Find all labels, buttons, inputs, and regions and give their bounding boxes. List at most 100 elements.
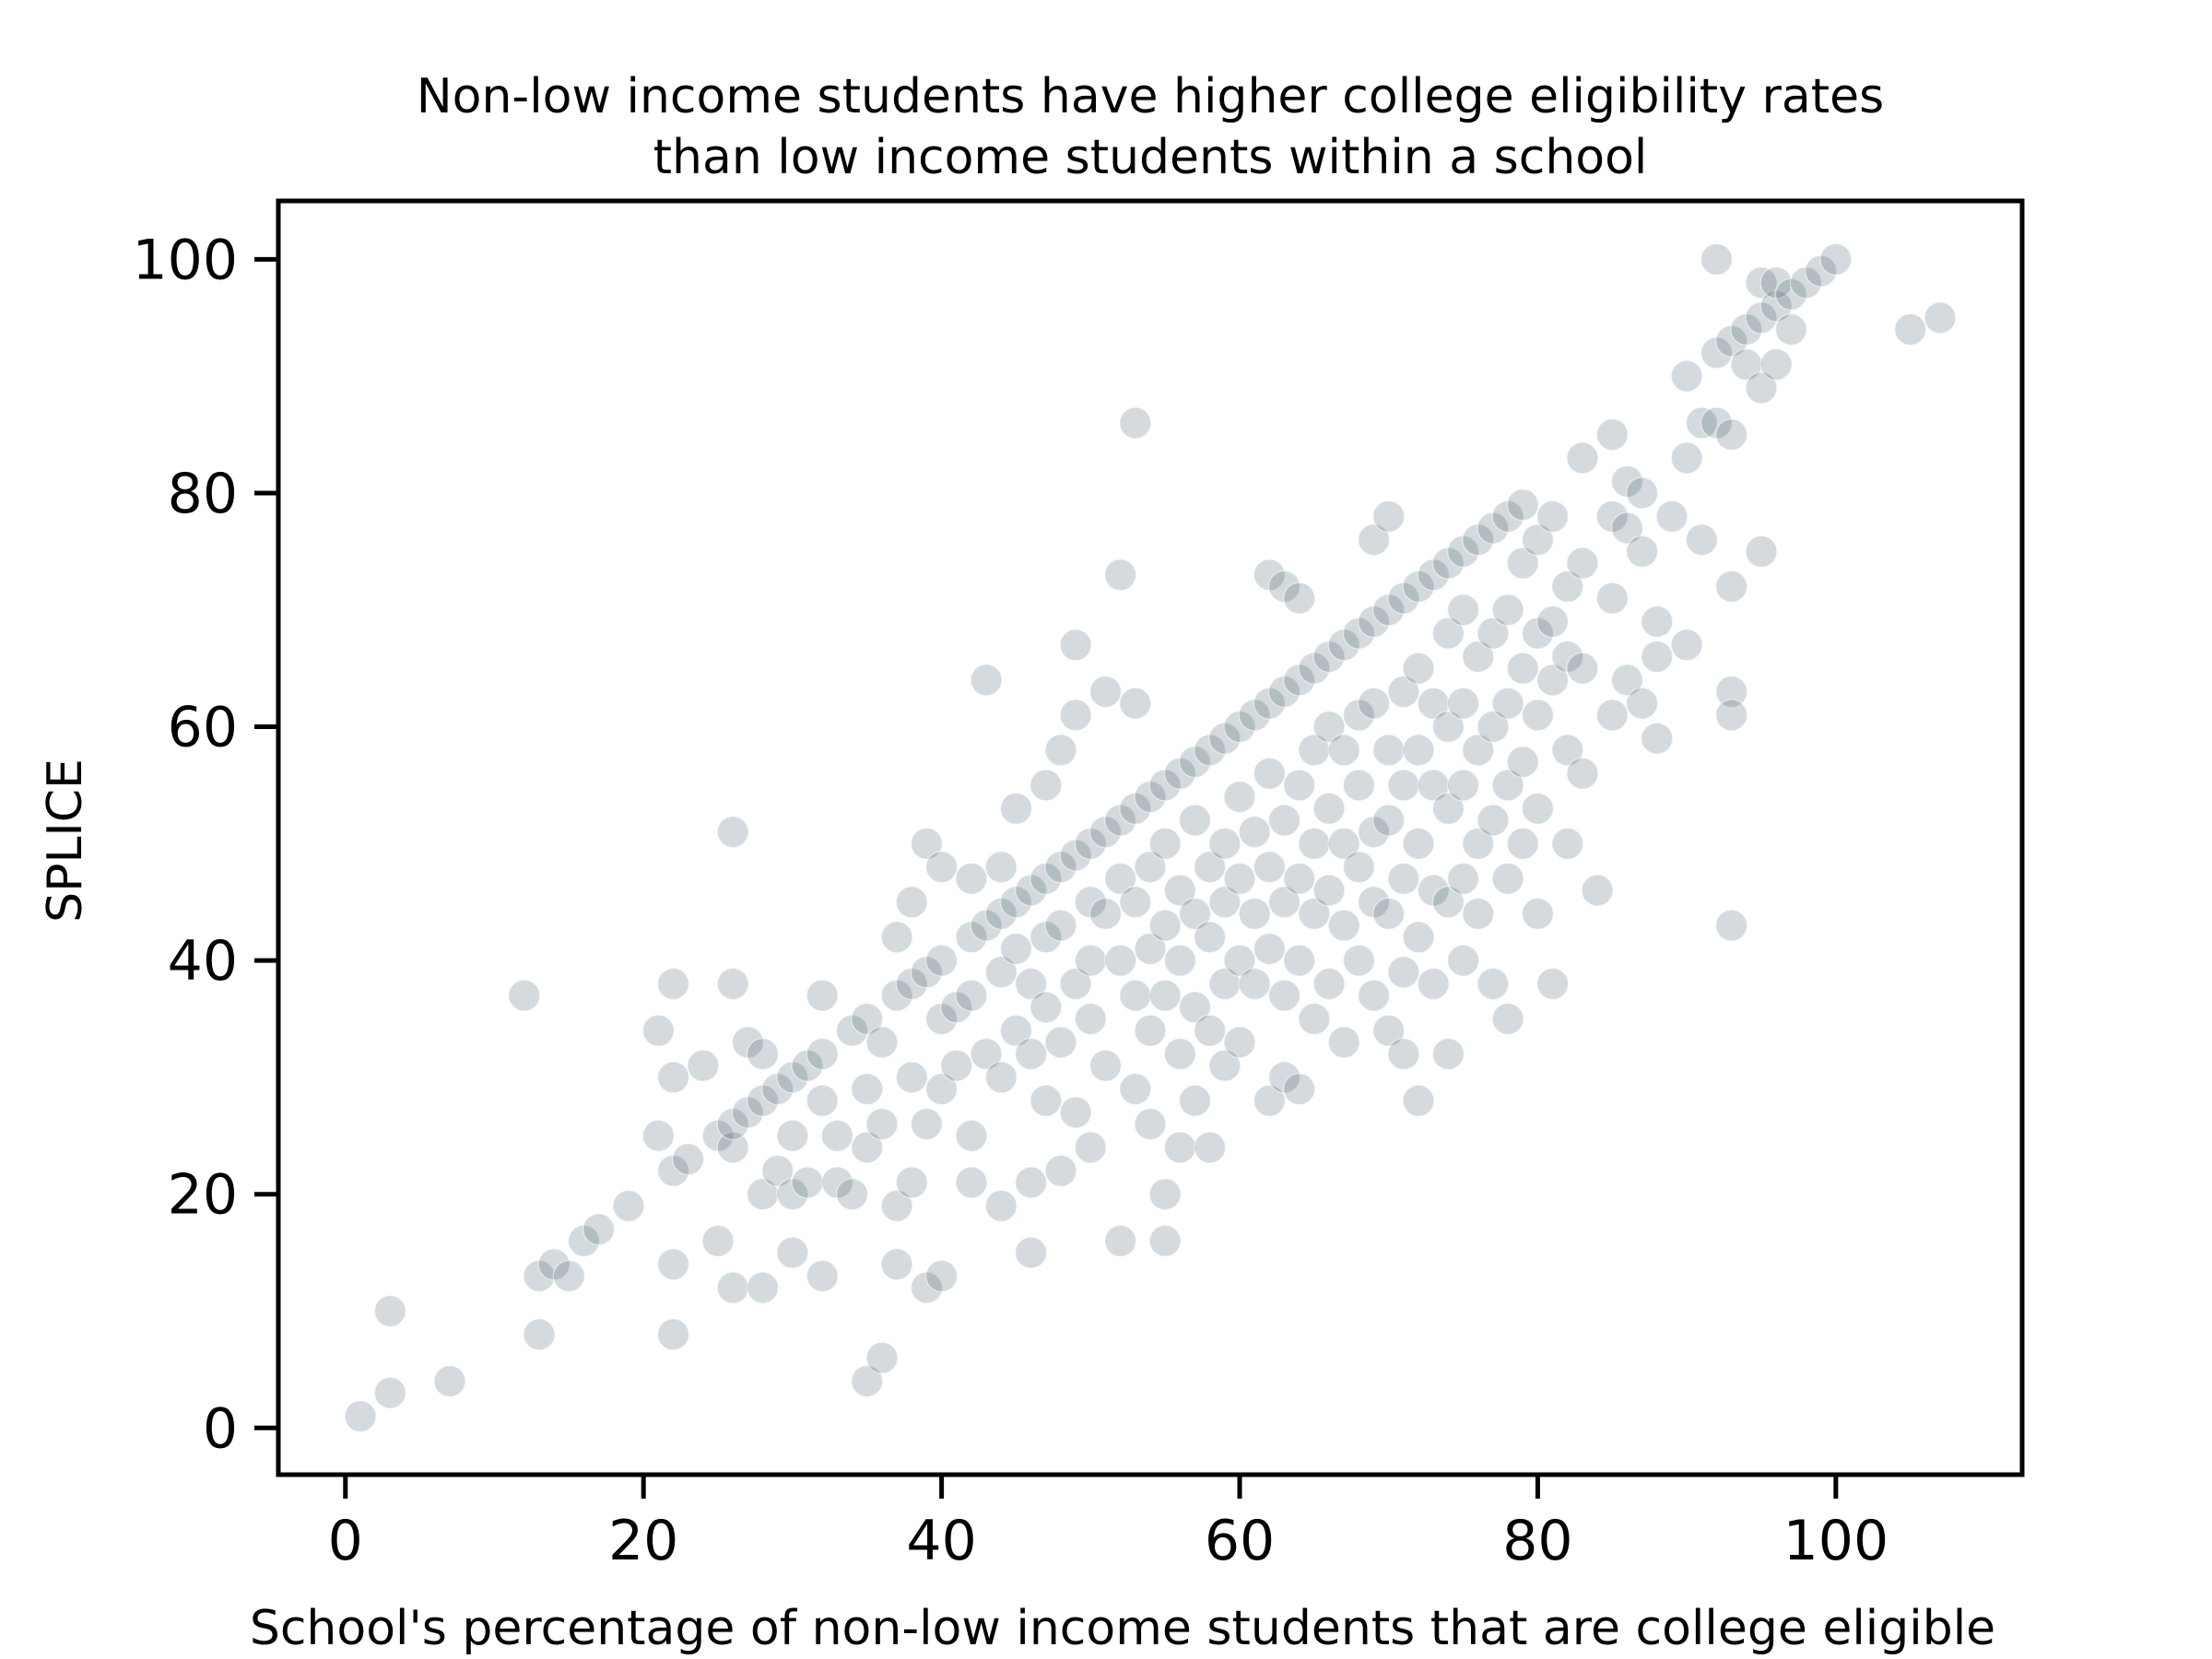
data-point-270	[1506, 652, 1540, 685]
data-point-92	[999, 792, 1033, 826]
data-point-95	[1014, 1037, 1048, 1071]
data-point-334	[1924, 301, 1957, 335]
data-point-291	[1595, 418, 1630, 452]
data-point-282	[1551, 570, 1584, 604]
data-point-178	[1253, 1084, 1287, 1118]
data-point-241	[1431, 617, 1465, 650]
data-point-236	[1417, 687, 1450, 720]
data-point-230	[1402, 652, 1435, 685]
data-point-25	[716, 1271, 749, 1304]
data-point-327	[1759, 347, 1793, 382]
y-tick-label-60: 60	[168, 696, 238, 760]
data-point-294	[1595, 699, 1630, 732]
data-point-152	[1178, 991, 1212, 1024]
data-point-148	[1163, 1131, 1197, 1164]
data-point-102	[1030, 769, 1063, 802]
data-point-146	[1163, 944, 1197, 977]
data-point-85	[984, 850, 1018, 884]
x-tick-label-40: 40	[906, 1509, 976, 1573]
x-tick-label-60: 60	[1205, 1509, 1275, 1573]
x-tick-label-0: 0	[328, 1509, 363, 1573]
data-point-243	[1431, 792, 1465, 826]
data-point-100	[1030, 991, 1063, 1024]
data-point-205	[1327, 1026, 1360, 1059]
data-point-284	[1551, 734, 1584, 767]
data-point-239	[1417, 967, 1450, 1001]
data-point-151	[1178, 897, 1212, 931]
chart-title-line-1: Non-low income students have higher coll…	[417, 69, 1884, 124]
data-point-198	[1312, 792, 1346, 826]
data-point-301	[1641, 605, 1674, 639]
data-point-293	[1595, 582, 1630, 615]
data-point-322	[1745, 266, 1778, 300]
data-point-231	[1402, 734, 1435, 767]
y-tick-label-20: 20	[168, 1163, 238, 1228]
data-point-82	[970, 1037, 1003, 1071]
data-point-276	[1521, 792, 1555, 826]
chart-title-line-2: than low income students within a school	[653, 130, 1648, 185]
data-point-126	[1103, 1224, 1137, 1258]
data-point-195	[1298, 1002, 1331, 1036]
data-point-156	[1193, 921, 1227, 954]
data-point-73	[924, 1259, 959, 1293]
data-point-4	[508, 979, 541, 1012]
data-point-244	[1431, 885, 1465, 919]
data-point-160	[1208, 827, 1241, 861]
data-point-12	[641, 1119, 676, 1153]
data-point-300	[1625, 687, 1659, 720]
data-point-253	[1462, 640, 1495, 674]
data-point-155	[1193, 850, 1227, 884]
data-point-104	[1044, 734, 1077, 767]
data-point-281	[1535, 967, 1570, 1001]
data-point-91	[999, 1014, 1033, 1047]
data-point-55	[865, 1026, 899, 1059]
data-point-105	[1044, 909, 1077, 942]
data-point-97	[1014, 1236, 1048, 1269]
data-point-123	[1103, 558, 1137, 592]
data-point-226	[1387, 862, 1420, 896]
data-point-60	[880, 1248, 913, 1281]
data-point-269	[1506, 547, 1540, 580]
x-axis-label: School's percentage of non-low income st…	[250, 1601, 1995, 1656]
data-point-268	[1506, 488, 1540, 522]
data-point-287	[1566, 547, 1599, 580]
data-point-271	[1506, 745, 1540, 779]
data-point-10	[582, 1212, 616, 1246]
data-point-172	[1238, 967, 1271, 1001]
y-tick-label-80: 80	[168, 462, 238, 526]
data-point-210	[1342, 944, 1376, 977]
data-point-110	[1059, 629, 1092, 662]
data-point-208	[1342, 769, 1376, 802]
y-tick-label-40: 40	[168, 929, 238, 994]
data-point-125	[1103, 944, 1137, 977]
data-point-167	[1223, 944, 1256, 977]
y-axis-label: SPLICE	[38, 759, 93, 923]
data-point-176	[1253, 850, 1287, 884]
y-tick-label-0: 0	[203, 1396, 238, 1461]
data-point-24	[716, 1131, 749, 1164]
data-point-50	[851, 1002, 884, 1036]
data-point-188	[1282, 862, 1316, 896]
data-point-296	[1610, 512, 1644, 545]
data-point-38	[776, 1236, 809, 1269]
data-point-32	[746, 1271, 780, 1304]
data-point-323	[1745, 371, 1778, 405]
data-point-49	[835, 1177, 869, 1211]
data-point-119	[1088, 675, 1123, 709]
data-point-183	[1267, 979, 1301, 1012]
data-point-329	[1774, 312, 1808, 347]
data-point-77	[955, 862, 988, 896]
data-point-31	[746, 1177, 780, 1211]
data-point-117	[1074, 1131, 1108, 1164]
data-point-299	[1625, 535, 1659, 569]
data-point-0	[344, 1399, 377, 1433]
data-point-309	[1685, 523, 1719, 557]
data-point-140	[1148, 909, 1182, 942]
data-point-204	[1327, 909, 1360, 942]
data-point-181	[1267, 804, 1301, 837]
data-point-306	[1670, 629, 1703, 662]
y-tick-label-100: 100	[132, 228, 238, 292]
data-point-290	[1581, 874, 1614, 907]
data-point-52	[851, 1072, 884, 1106]
